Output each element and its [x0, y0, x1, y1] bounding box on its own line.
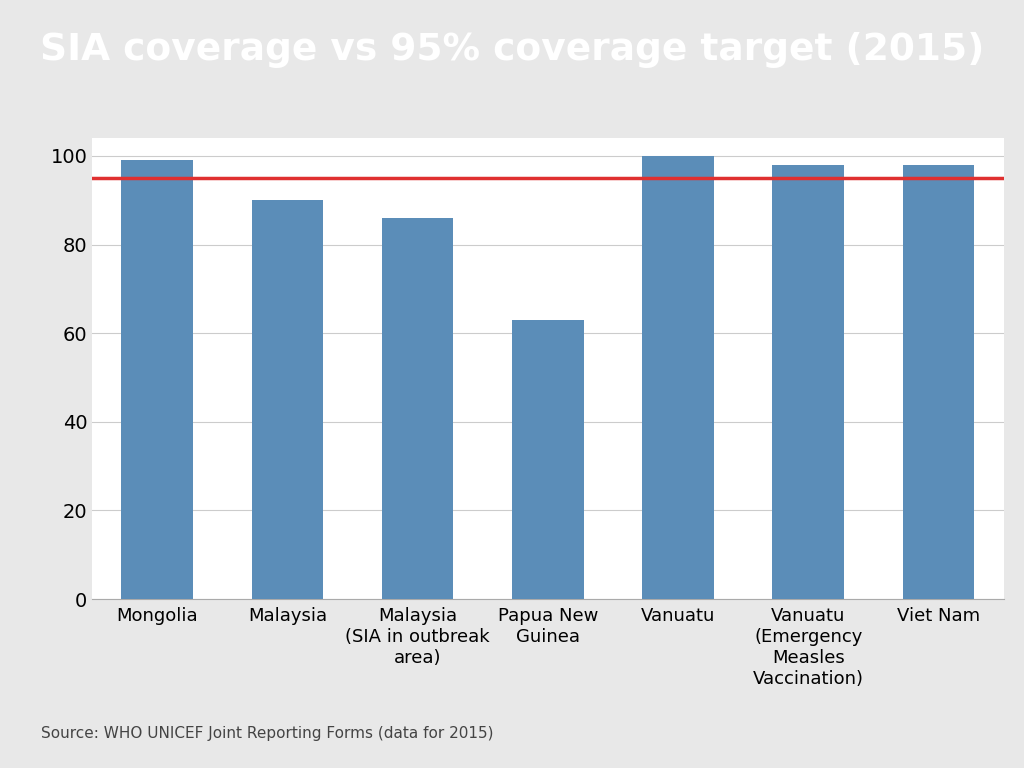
- Bar: [512, 320, 584, 599]
- Bar: [252, 200, 324, 599]
- Text: Source: WHO UNICEF Joint Reporting Forms (data for 2015): Source: WHO UNICEF Joint Reporting Forms…: [41, 726, 494, 741]
- Bar: [772, 165, 844, 599]
- Bar: [902, 165, 974, 599]
- Bar: [122, 161, 194, 599]
- Text: SIA coverage vs 95% coverage target (2015): SIA coverage vs 95% coverage target (201…: [40, 32, 984, 68]
- Bar: [382, 218, 454, 599]
- Bar: [642, 156, 714, 599]
